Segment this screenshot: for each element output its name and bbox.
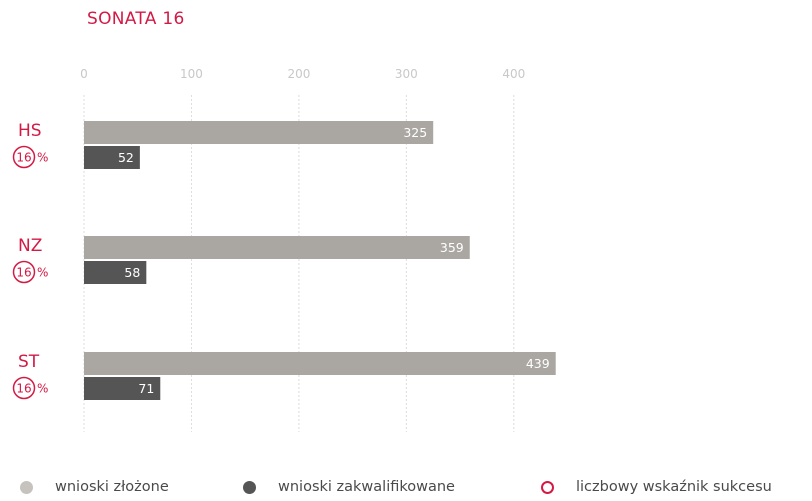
bar-nz-qualified (84, 261, 147, 284)
data-label-nz-qualified: 58 (124, 265, 140, 280)
legend-marker-submitted (20, 480, 33, 494)
category-label-hs: HS (18, 121, 42, 141)
bar-st-submitted (84, 352, 556, 375)
legend-item-submitted: wnioski złożone (20, 479, 169, 495)
success-rate-circle-st (12, 376, 36, 400)
x-tick-label-100: 100 (180, 67, 203, 81)
bar-hs-qualified (84, 146, 140, 169)
data-label-hs-qualified: 52 (118, 150, 134, 165)
success-rate-percent-hs: % (37, 151, 48, 165)
legend: wnioski złożone wnioski zakwalifikowane … (0, 479, 812, 501)
legend-item-success-rate: liczbowy wskaźnik sukcesu (541, 479, 772, 495)
category-label-nz: NZ (18, 236, 42, 256)
success-rate-percent-nz: % (37, 266, 48, 280)
bar-chart: 0 100 200 300 400 325 52 HS 16 % 359 58 NZ 16 % 439 71 ST… (12, 67, 556, 432)
success-rate-circle-hs (12, 145, 36, 169)
success-rate-value-nz: 16 (16, 266, 31, 280)
category-label-st: ST (18, 352, 40, 372)
legend-label-submitted: wnioski złożone (55, 479, 169, 495)
success-rate-value-st: 16 (16, 382, 31, 396)
x-tick-label-400: 400 (502, 67, 525, 81)
legend-marker-qualified (243, 480, 256, 494)
legend-label-qualified: wnioski zakwalifikowane (278, 479, 455, 495)
legend-item-qualified: wnioski zakwalifikowane (243, 479, 455, 495)
data-label-st-submitted: 439 (526, 356, 550, 371)
x-tick-label-0: 0 (80, 67, 88, 81)
data-label-st-qualified: 71 (138, 381, 154, 396)
legend-marker-success-rate (541, 480, 554, 494)
bar-nz-submitted (84, 236, 470, 259)
x-tick-label-300: 300 (395, 67, 418, 81)
x-tick-label-200: 200 (287, 67, 310, 81)
legend-label-success-rate: liczbowy wskaźnik sukcesu (576, 479, 772, 495)
success-rate-circle-nz (12, 260, 36, 284)
success-rate-value-hs: 16 (16, 151, 31, 165)
data-label-nz-submitted: 359 (440, 240, 464, 255)
data-label-hs-submitted: 325 (403, 125, 427, 140)
bar-st-qualified (84, 377, 161, 400)
bar-hs-submitted (84, 121, 434, 144)
chart-title: SONATA 16 (87, 9, 185, 29)
success-rate-percent-st: % (37, 382, 48, 396)
